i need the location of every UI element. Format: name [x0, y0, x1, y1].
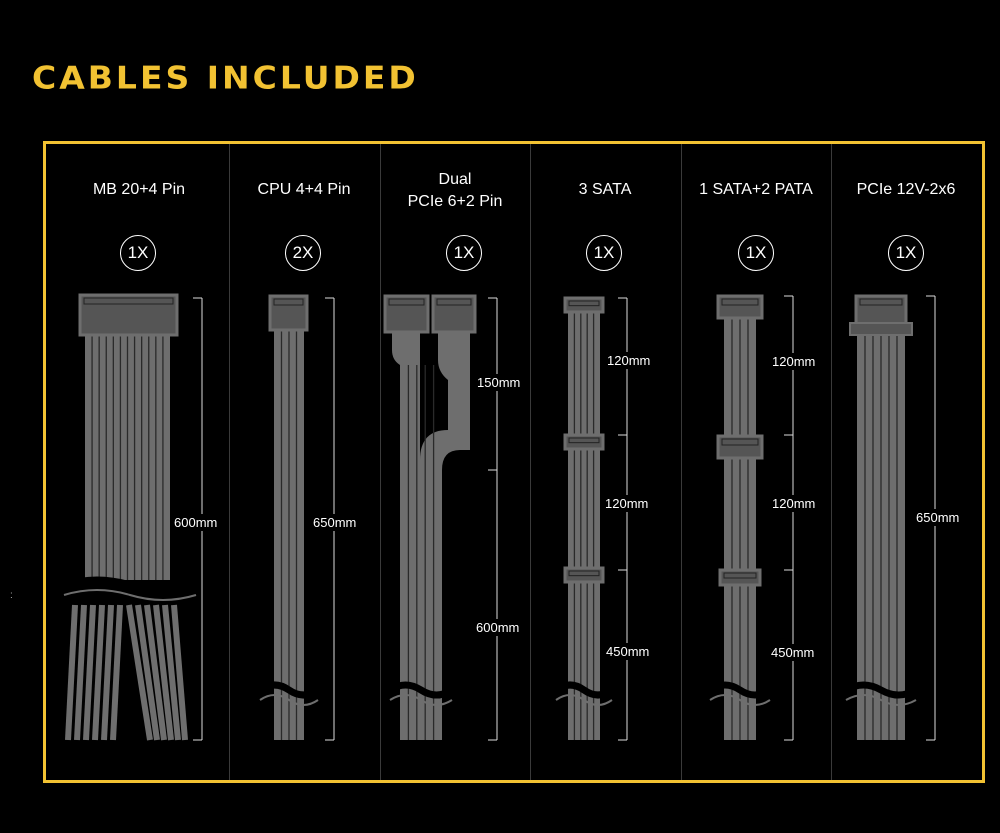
quantity-badge: 1X: [120, 235, 156, 271]
cables-frame: [43, 141, 985, 783]
cable-wire: [153, 604, 174, 741]
cable-title-12v2x6: PCIe 12V-2x6: [856, 181, 956, 198]
cable-break-line: [389, 694, 453, 706]
cable-title-pcie: Dual: [438, 171, 472, 188]
length-label: 120mm: [772, 353, 816, 370]
cable-title-mb: MB 20+4 Pin: [92, 181, 186, 198]
cable-wire: [171, 604, 188, 741]
cable-wire: [65, 604, 78, 741]
length-label: 650mm: [916, 509, 960, 526]
cable-title-pata: 1 SATA+2 PATA: [699, 181, 813, 198]
cable-break-line: [555, 694, 613, 706]
cable-bundle: [568, 312, 600, 740]
cable-title-cpu: CPU 4+4 Pin: [257, 181, 351, 198]
cable-wire: [83, 604, 96, 741]
cable-break: [844, 681, 918, 699]
length-label: 450mm: [606, 643, 650, 660]
column-divider: [681, 144, 682, 780]
cable-wire: [144, 604, 167, 741]
pcie-connector: [383, 294, 430, 334]
cable-bundle: [392, 332, 470, 740]
cable-break: [258, 681, 320, 699]
column-divider: [229, 144, 230, 780]
cable-break: [388, 681, 454, 699]
cable-break-line: [845, 694, 917, 706]
sata-connector-pins: [568, 570, 600, 577]
cable-break: [553, 681, 615, 699]
quantity-badge: 1X: [586, 235, 622, 271]
length-label: 120mm: [607, 352, 651, 369]
sata-connector: [563, 296, 605, 314]
length-label: 120mm: [772, 495, 816, 512]
length-label: 150mm: [477, 374, 521, 391]
cable-wire: [92, 604, 105, 741]
eps-8pin-connector-pins: [273, 298, 304, 306]
sata-connector: [563, 433, 605, 451]
pcie-connector: [431, 294, 477, 334]
cable-title-sata: 3 SATA: [578, 181, 632, 198]
cable-title-pcie-line2: PCIe 6+2 Pin: [407, 193, 503, 210]
quantity-badge: 1X: [738, 235, 774, 271]
cable-break: [62, 576, 198, 594]
column-divider: [380, 144, 381, 780]
cable-wire: [135, 604, 160, 741]
quantity-badge: 1X: [888, 235, 924, 271]
quantity-badge: 2X: [285, 235, 321, 271]
molex-connector-pins: [721, 438, 759, 446]
cable-wire: [110, 604, 123, 741]
length-label: 450mm: [771, 644, 815, 661]
sata-connector-pins: [723, 572, 757, 579]
pcie-connector-pins: [436, 298, 472, 306]
cable-break-line: [63, 589, 197, 601]
sata-connector-pins: [568, 300, 600, 307]
cable-break-line: [259, 694, 319, 706]
column-divider: [530, 144, 531, 780]
12v-2x6-connector-pins: [859, 298, 903, 306]
cable-wire: [74, 604, 87, 741]
length-label: 600mm: [476, 619, 520, 636]
molex-connector-pins: [721, 298, 759, 306]
length-label: 650mm: [313, 514, 357, 531]
atx-24pin-connector-pins: [83, 297, 174, 305]
cable-wire: [162, 604, 181, 741]
cable-break-line: [709, 694, 771, 706]
atx-24pin-connector: [78, 293, 179, 337]
length-label: 120mm: [605, 495, 649, 512]
length-label: 600mm: [174, 514, 218, 531]
side-mark: :: [10, 590, 13, 601]
cable-wire: [101, 604, 114, 741]
sata-connector-pins: [568, 437, 600, 444]
cable-wire: [126, 604, 153, 741]
molex-connector: [716, 294, 764, 320]
quantity-badge: 1X: [446, 235, 482, 271]
column-divider: [831, 144, 832, 780]
12v-2x6-latch: [849, 322, 913, 336]
sata-connector: [563, 566, 605, 584]
pcie-connector-pins: [388, 298, 425, 306]
cable-break: [708, 681, 772, 699]
eps-8pin-connector: [268, 294, 309, 332]
page-title: CABLES INCLUDED: [32, 58, 419, 97]
molex-connector: [716, 434, 764, 460]
12v-2x6-connector: [854, 294, 908, 328]
